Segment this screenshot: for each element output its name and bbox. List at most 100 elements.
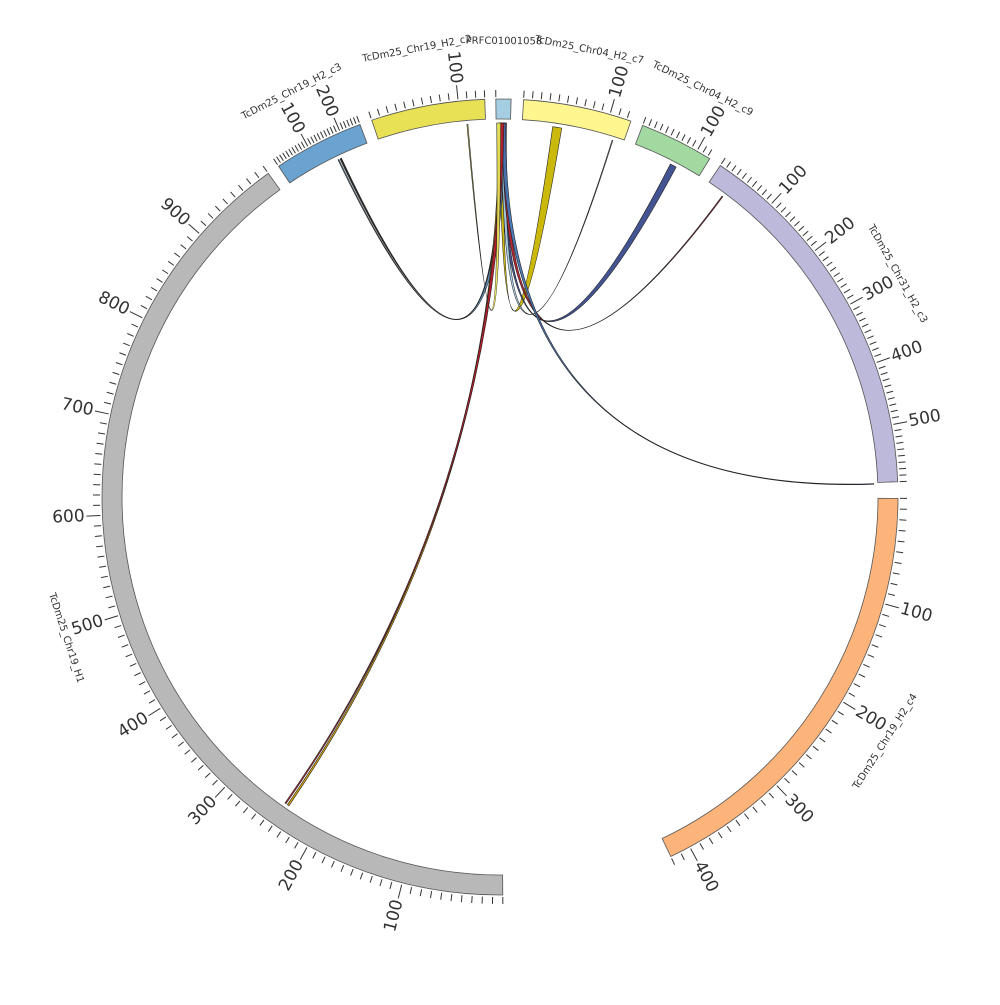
tick-label: 100	[775, 161, 812, 198]
link-ribbon-7[interactable]	[287, 123, 502, 806]
minor-tick	[576, 97, 577, 104]
minor-tick	[853, 306, 859, 309]
chromosome-segment-2[interactable]	[522, 100, 630, 140]
minor-tick	[881, 372, 888, 374]
minor-tick	[341, 865, 344, 871]
tick-label: 500	[907, 406, 943, 432]
link-ribbon-2[interactable]	[340, 123, 503, 319]
minor-tick	[891, 410, 898, 411]
minor-tick	[703, 146, 707, 152]
minor-tick	[353, 117, 356, 124]
minor-tick	[412, 100, 414, 107]
minor-tick	[769, 793, 774, 798]
minor-tick	[837, 278, 843, 282]
minor-tick	[898, 455, 905, 456]
minor-tick	[119, 353, 126, 355]
minor-tick	[201, 221, 206, 226]
minor-tick	[331, 861, 334, 867]
minor-tick	[255, 172, 259, 178]
link-ribbon-6[interactable]	[502, 123, 874, 485]
minor-tick	[94, 464, 101, 465]
minor-tick	[882, 614, 889, 616]
tick-label: 100	[697, 102, 730, 140]
major-tick	[300, 847, 307, 859]
minor-tick	[115, 625, 122, 627]
link-ribbon-3[interactable]	[338, 123, 505, 320]
minor-tick	[157, 279, 163, 283]
minor-tick	[784, 778, 789, 783]
minor-tick	[260, 820, 264, 826]
minor-tick	[895, 436, 902, 437]
minor-tick	[430, 891, 431, 898]
minor-tick	[343, 121, 346, 127]
minor-tick	[854, 684, 860, 687]
minor-tick	[874, 354, 881, 356]
tick-label: 100	[605, 63, 633, 100]
major-tick	[105, 616, 118, 620]
minor-tick	[896, 442, 903, 443]
minor-tick	[370, 876, 372, 883]
minor-tick	[172, 734, 178, 738]
link-ribbon-8[interactable]	[285, 123, 504, 804]
minor-tick	[168, 261, 174, 265]
minor-tick	[559, 94, 560, 101]
minor-tick	[139, 682, 145, 685]
minor-tick	[322, 857, 325, 863]
minor-tick	[106, 596, 113, 598]
minor-tick	[883, 379, 890, 381]
minor-tick	[856, 312, 862, 315]
minor-tick	[727, 162, 731, 168]
minor-tick	[205, 773, 210, 778]
minor-tick	[439, 95, 440, 102]
minor-tick	[395, 104, 397, 111]
major-tick	[843, 702, 855, 709]
minor-tick	[807, 236, 812, 240]
tick-label: 400	[114, 708, 152, 742]
minor-tick	[888, 398, 895, 400]
minor-tick	[832, 720, 838, 724]
minor-tick	[330, 127, 333, 133]
minor-tick	[104, 402, 111, 404]
minor-tick	[894, 429, 901, 430]
chromosome-segment-1[interactable]	[496, 99, 511, 119]
minor-tick	[108, 606, 115, 608]
chromosome-segment-5[interactable]	[662, 498, 898, 856]
minor-tick	[790, 217, 795, 222]
minor-tick	[280, 155, 284, 161]
minor-tick	[311, 137, 314, 143]
major-tick	[885, 604, 898, 608]
minor-tick	[277, 157, 281, 163]
chromosome-segment-4[interactable]	[709, 165, 898, 482]
minor-tick	[568, 96, 569, 103]
minor-tick	[799, 763, 804, 768]
chromosome-label-4: TcDm25_Chr31_H2_c3	[865, 222, 929, 325]
minor-tick	[198, 765, 203, 770]
minor-tick	[215, 206, 220, 211]
minor-tick	[693, 140, 696, 146]
major-tick	[189, 224, 200, 233]
minor-tick	[99, 566, 106, 567]
major-tick	[457, 85, 458, 99]
minor-tick	[101, 576, 108, 577]
minor-tick	[100, 423, 107, 424]
minor-tick	[421, 98, 422, 105]
minor-tick	[844, 289, 850, 293]
minor-tick	[314, 135, 317, 141]
minor-tick	[585, 99, 586, 106]
minor-tick	[643, 117, 646, 124]
minor-tick	[360, 873, 362, 880]
tick-label: 400	[689, 858, 722, 896]
minor-tick	[191, 758, 196, 763]
minor-tick	[619, 108, 621, 115]
minor-tick	[103, 586, 110, 588]
minor-tick	[732, 165, 736, 171]
tick-label: 700	[59, 394, 95, 420]
major-tick	[877, 358, 890, 363]
minor-tick	[747, 177, 751, 183]
minor-tick	[896, 552, 903, 553]
minor-tick	[889, 404, 896, 406]
minor-tick	[888, 594, 895, 596]
minor-tick	[602, 103, 604, 110]
minor-tick	[298, 144, 301, 150]
minor-tick	[660, 124, 663, 130]
